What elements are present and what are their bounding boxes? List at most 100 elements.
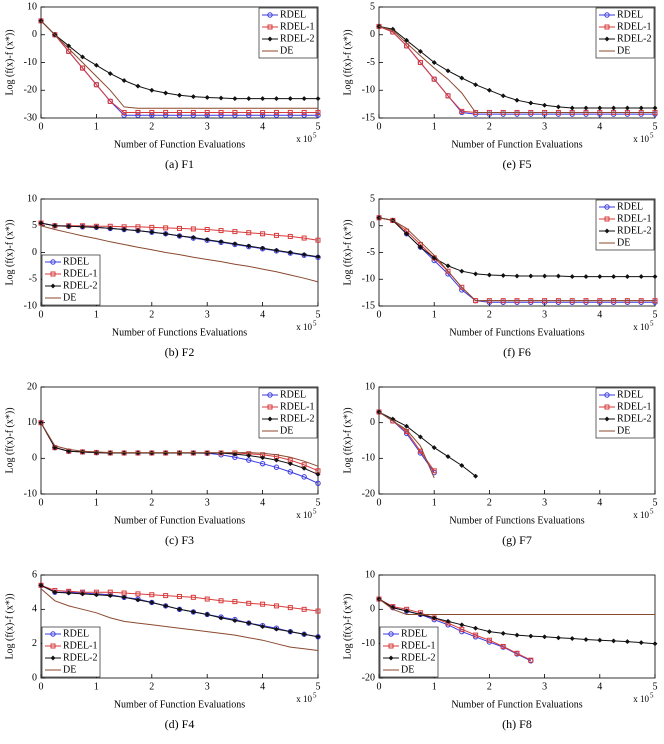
marker	[218, 112, 224, 118]
series-line	[40, 20, 318, 113]
legend-label: RDEL	[63, 628, 89, 639]
x-tick-label: 3	[542, 681, 547, 692]
marker	[652, 641, 658, 647]
legend-label: DE	[617, 237, 630, 248]
marker	[555, 273, 561, 279]
legend-label: RDEL-1	[617, 401, 651, 412]
marker	[301, 465, 307, 471]
y-axis-label: Log (f(x)-f (x*))	[4, 219, 15, 285]
marker	[232, 617, 238, 624]
marker	[232, 241, 238, 247]
x-tick-label: 3	[205, 309, 210, 320]
x-tick-label: 1	[94, 681, 99, 692]
x-tick-label: 1	[432, 497, 437, 508]
marker	[260, 231, 266, 237]
marker	[388, 643, 394, 649]
marker	[638, 640, 644, 646]
marker	[149, 109, 155, 115]
marker	[514, 632, 520, 638]
marker	[190, 109, 196, 115]
x-tick-label: 3	[542, 497, 547, 508]
series-line	[40, 222, 319, 241]
y-tick-label: 5	[32, 220, 37, 231]
marker	[93, 82, 99, 88]
marker	[287, 109, 293, 115]
x-tick-label: 2	[487, 121, 492, 132]
y-tick-label: -10	[362, 638, 375, 649]
legend-label: RDEL-2	[401, 652, 435, 663]
marker	[638, 274, 644, 280]
marker	[190, 234, 196, 241]
marker	[301, 112, 307, 118]
y-axis-label: Log (f(x)-f (x*))	[4, 29, 15, 95]
legend-label: RDEL-1	[63, 268, 97, 279]
marker	[611, 274, 617, 280]
marker	[315, 109, 321, 115]
marker	[218, 615, 224, 621]
marker	[135, 109, 141, 115]
marker	[204, 112, 210, 118]
y-tick-label: 0	[32, 247, 37, 258]
x-tick-label: 0	[377, 309, 382, 320]
marker	[232, 229, 238, 235]
marker	[301, 235, 307, 241]
marker	[404, 231, 410, 237]
marker	[287, 112, 293, 118]
marker	[273, 96, 280, 102]
x-tick-label: 4	[597, 121, 602, 132]
marker	[514, 650, 520, 656]
plot-frame	[378, 386, 656, 495]
marker	[177, 593, 182, 599]
x-scale-label: x 10	[296, 322, 312, 332]
x-tick-label: 2	[487, 497, 492, 508]
marker	[218, 95, 224, 101]
marker	[459, 622, 465, 628]
marker	[107, 225, 113, 231]
y-tick-label: -10	[362, 274, 375, 285]
x-tick-label: 0	[377, 121, 382, 132]
y-tick-label: -5	[367, 247, 375, 258]
y-tick-label: -30	[24, 112, 37, 123]
x-scale-label: x 10	[296, 694, 312, 704]
marker	[79, 54, 86, 60]
x-scale-label: x 10	[633, 694, 649, 704]
legend-label: RDEL	[617, 389, 643, 400]
legend-label: DE	[617, 425, 630, 436]
marker	[417, 60, 423, 65]
marker	[232, 599, 238, 605]
y-tick-label: 0	[370, 220, 375, 231]
marker	[273, 109, 279, 115]
marker	[287, 469, 293, 475]
marker	[80, 65, 86, 71]
x-tick-label: 5	[316, 309, 321, 320]
marker	[232, 112, 238, 118]
marker	[177, 109, 182, 115]
marker	[417, 244, 423, 250]
x-tick-label: 5	[653, 121, 658, 132]
marker	[218, 598, 224, 604]
y-tick-label: -20	[362, 488, 375, 499]
marker	[500, 93, 506, 99]
marker	[431, 468, 437, 474]
marker	[459, 284, 465, 290]
marker	[93, 592, 99, 598]
x-axis-label: Number of Function Evaluations	[114, 699, 245, 710]
marker	[597, 274, 603, 280]
marker	[246, 243, 252, 249]
marker	[176, 112, 183, 118]
marker	[528, 633, 534, 639]
marker	[431, 59, 437, 66]
y-tick-label: -5	[29, 274, 37, 285]
marker	[267, 24, 273, 30]
marker	[66, 448, 72, 454]
y-tick-label: -10	[362, 85, 375, 96]
marker	[273, 247, 280, 253]
x-scale-exponent: 5	[313, 132, 317, 140]
marker	[149, 224, 155, 230]
